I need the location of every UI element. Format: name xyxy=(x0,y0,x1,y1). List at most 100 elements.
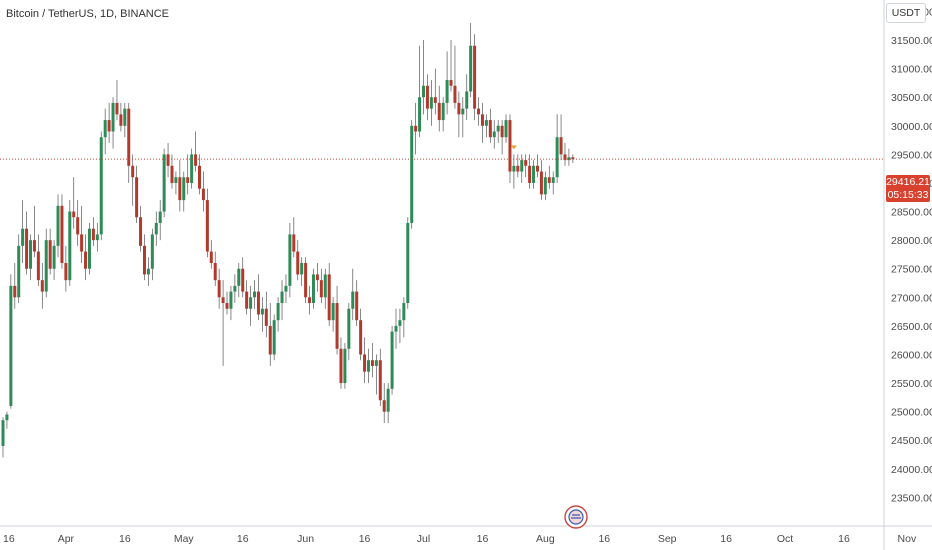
candle-body xyxy=(535,165,539,172)
candle-body xyxy=(221,297,225,304)
candle-body xyxy=(72,211,76,218)
candle-body xyxy=(516,165,520,172)
date-tick-label: Jul xyxy=(417,533,430,545)
candle-body xyxy=(76,217,80,235)
date-tick-label: 16 xyxy=(237,533,249,545)
candle-body xyxy=(339,348,343,384)
price-tick-label: 26000.00 xyxy=(891,349,932,361)
candle-body xyxy=(374,360,378,366)
candle-body xyxy=(29,240,33,269)
candle-body xyxy=(237,268,241,286)
price-tick-label: 25500.00 xyxy=(891,378,932,390)
candle-body xyxy=(95,234,99,241)
candle-body xyxy=(276,303,280,321)
candle-body xyxy=(366,360,370,372)
candle-body xyxy=(68,211,72,281)
candle-body xyxy=(394,325,398,332)
candle-body xyxy=(99,137,103,235)
candle-body xyxy=(563,154,567,161)
last-price-value: 29416.21 xyxy=(886,176,930,188)
candle-body xyxy=(528,165,532,183)
candle-body xyxy=(480,114,484,126)
candle-body xyxy=(492,131,496,138)
candle-body xyxy=(198,165,201,189)
candle-body xyxy=(414,125,418,132)
tradingview-logo-icon[interactable] xyxy=(564,505,588,529)
candle-body xyxy=(32,240,36,252)
candle-body xyxy=(201,188,205,201)
date-tick-label: Jun xyxy=(297,533,314,545)
candle-body xyxy=(461,108,465,115)
candle-body xyxy=(253,291,257,298)
candle-body xyxy=(311,274,315,304)
candle-body xyxy=(64,263,68,281)
candle-body xyxy=(17,245,21,298)
candle-body xyxy=(21,228,25,246)
candle-body xyxy=(410,125,414,223)
price-tick-label: 23500.00 xyxy=(891,492,932,504)
candle-body xyxy=(292,234,296,252)
date-tick-label: 16 xyxy=(3,533,15,545)
candle-body xyxy=(264,308,268,326)
candle-body xyxy=(87,228,91,269)
candle-body xyxy=(323,274,327,298)
currency-selector[interactable]: USDT xyxy=(886,3,926,23)
candle-body xyxy=(233,285,237,292)
candle-body xyxy=(335,303,339,349)
candle-body xyxy=(386,388,390,412)
candle-body xyxy=(355,291,359,321)
candle-body xyxy=(532,165,536,183)
candle-body xyxy=(9,285,13,406)
candle-body xyxy=(182,177,186,201)
candle-body xyxy=(123,108,127,126)
candle-body xyxy=(194,154,198,166)
candle-body xyxy=(256,291,260,315)
candle-body xyxy=(520,160,524,172)
candle-body xyxy=(107,120,111,132)
candle-body xyxy=(425,85,429,109)
date-tick-label: Oct xyxy=(777,533,793,545)
candle-body xyxy=(249,297,253,309)
candle-body xyxy=(347,308,351,349)
candle-body xyxy=(213,263,217,281)
date-tick-label: 16 xyxy=(720,533,732,545)
date-tick-label: 16 xyxy=(838,533,850,545)
candle-body xyxy=(304,263,308,298)
candle-body xyxy=(445,80,449,103)
candle-body xyxy=(166,154,170,166)
candle-body xyxy=(284,285,288,292)
candle-body xyxy=(111,102,115,132)
candle-body xyxy=(504,120,508,138)
price-tick-label: 29500.00 xyxy=(891,149,932,161)
candle-body xyxy=(484,120,488,126)
chart-title: Bitcoin / TetherUS, 1D, BINANCE xyxy=(6,8,169,20)
candle-body xyxy=(363,354,367,372)
candle-body xyxy=(52,245,56,269)
candle-body xyxy=(103,120,107,138)
time-axis[interactable]: 16 Apr 16 May 16 Jun 16 Jul 16 Aug 16 Sep 16 Oct 16 Nov xyxy=(3,533,917,545)
candle-body xyxy=(25,228,29,269)
candle-body xyxy=(500,125,504,138)
candle-body xyxy=(300,263,304,275)
candle-body xyxy=(465,91,469,109)
candle-body xyxy=(84,251,88,269)
candle-body xyxy=(162,154,166,212)
candle-body xyxy=(547,177,551,183)
candle-body xyxy=(524,160,528,166)
date-tick-label: Apr xyxy=(58,533,75,545)
candle-body xyxy=(170,165,174,183)
candle-body xyxy=(142,245,146,275)
candle-body xyxy=(56,205,60,246)
price-tick-label: 24500.00 xyxy=(891,435,932,447)
candle-body xyxy=(5,414,9,421)
candle-body xyxy=(91,228,95,241)
price-tick-label: 28500.00 xyxy=(891,207,932,219)
split-marker-icon xyxy=(510,145,517,150)
candle-body xyxy=(80,234,84,252)
last-price-tag: 29416.21 05:15:33 xyxy=(886,175,930,202)
date-tick-label: Nov xyxy=(898,533,917,545)
candle-body xyxy=(217,280,221,298)
candle-body xyxy=(571,157,575,160)
